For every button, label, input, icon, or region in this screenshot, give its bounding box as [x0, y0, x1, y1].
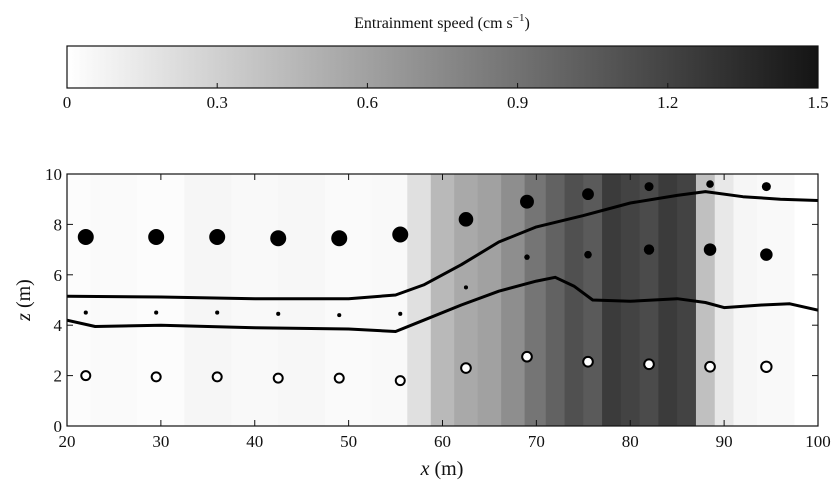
y-tick-label: 0: [54, 417, 63, 436]
x-tick-label: 60: [434, 432, 451, 451]
open-marker: [704, 360, 716, 373]
filled-marker: [706, 180, 714, 188]
entrainment-heatmap: [67, 174, 818, 426]
open-marker: [460, 362, 472, 374]
heatmap-column: [477, 174, 502, 426]
filled-marker: [520, 194, 534, 209]
colorbar: Entrainment speed (cm s−1) 0 0.3 0.6 0.9 1.2…: [63, 12, 829, 112]
heatmap-column: [90, 174, 139, 426]
colorbar-tick-label: 0.3: [207, 93, 228, 112]
heatmap-column: [564, 174, 584, 426]
filled-marker: [276, 311, 281, 316]
interface-line: [67, 275, 818, 333]
heatmap-column: [430, 174, 455, 426]
open-marker: [394, 375, 406, 387]
filled-marker: [643, 244, 655, 255]
heatmap-column: [733, 174, 758, 426]
filled-marker: [154, 310, 159, 315]
colorbar-tick-label: 1.2: [657, 93, 678, 112]
filled-marker: [209, 229, 226, 245]
filled-marker: [644, 182, 654, 192]
open-marker: [80, 370, 92, 382]
filled-marker: [463, 285, 469, 290]
y-tick-label: 8: [54, 215, 63, 234]
open-marker: [150, 371, 162, 383]
heatmap-column: [695, 174, 716, 426]
filled-marker: [331, 230, 348, 247]
interface-lines: [67, 190, 818, 333]
heatmap-column: [184, 174, 232, 426]
open-marker: [760, 360, 773, 373]
interface-line: [67, 190, 818, 301]
y-tick-label: 6: [54, 266, 63, 285]
heatmap-column: [407, 174, 432, 426]
x-tick-label: 20: [59, 432, 76, 451]
open-marker: [333, 372, 345, 384]
filled-marker: [337, 313, 342, 318]
open-marker: [211, 371, 223, 383]
x-tick-label: 70: [528, 432, 545, 451]
heatmap-column: [67, 174, 92, 426]
heatmap-column: [714, 174, 735, 426]
filled-marker: [524, 254, 530, 260]
heatmap-column: [756, 174, 796, 426]
x-tick-label: 40: [246, 432, 263, 451]
x-tick-label: 90: [716, 432, 733, 451]
colorbar-tick-label: 0.9: [507, 93, 528, 112]
filled-marker: [761, 182, 771, 192]
filled-marker: [584, 250, 592, 259]
heatmap-column: [372, 174, 408, 426]
colorbar-tick-label: 1.5: [807, 93, 828, 112]
colorbar-tick-label: 0: [63, 93, 72, 112]
heatmap-column: [137, 174, 185, 426]
open-marker: [643, 358, 655, 371]
axis-ticks: 20 30 40 50 60 70 80 90 100 0 2 4 6 8 10: [45, 165, 831, 451]
y-tick-label: 2: [54, 367, 63, 386]
colorbar-ticks: 0 0.3 0.6 0.9 1.2 1.5: [63, 83, 829, 112]
filled-marker: [398, 311, 403, 316]
filled-marker: [582, 188, 594, 201]
heatmap-column: [794, 174, 818, 426]
heatmap-column: [501, 174, 526, 426]
x-tick-label: 30: [152, 432, 169, 451]
data-markers: [77, 180, 773, 387]
open-marker: [272, 372, 284, 384]
colorbar-bar: [66, 45, 819, 89]
y-axis-label: z (m): [13, 279, 35, 322]
filled-marker: [83, 310, 88, 315]
x-axis-label: x (m): [420, 458, 464, 480]
filled-marker: [392, 226, 409, 243]
x-tick-label: 100: [805, 432, 831, 451]
plot-area: 20 30 40 50 60 70 80 90 100 0 2 4 6 8 10 x (m) z (m): [13, 165, 831, 480]
y-tick-label: 4: [54, 316, 63, 335]
heatmap-column: [524, 174, 547, 426]
filled-marker: [458, 212, 474, 227]
x-tick-label: 80: [622, 432, 639, 451]
filled-marker: [215, 310, 220, 315]
open-marker: [582, 355, 594, 368]
y-tick-label: 10: [45, 165, 62, 184]
filled-marker: [148, 229, 165, 245]
filled-marker: [703, 243, 717, 256]
x-tick-label: 50: [340, 432, 357, 451]
filled-marker: [760, 248, 773, 261]
heatmap-column: [545, 174, 566, 426]
open-marker: [521, 350, 533, 363]
filled-marker: [270, 230, 287, 247]
colorbar-title: Entrainment speed (cm s−1): [354, 12, 530, 32]
filled-marker: [77, 229, 94, 245]
colorbar-tick-label: 0.6: [357, 93, 378, 112]
